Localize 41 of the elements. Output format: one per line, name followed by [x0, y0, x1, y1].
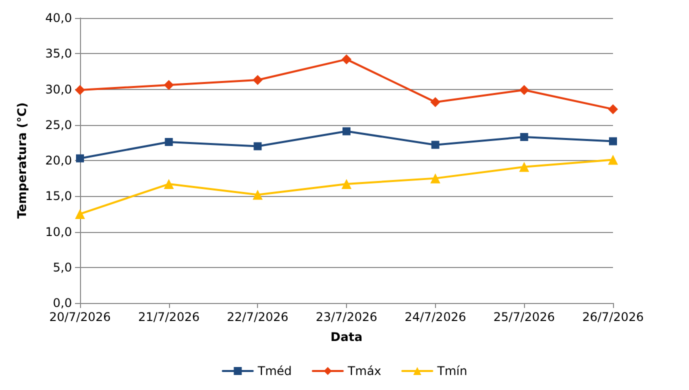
- y-tick-label: 25,0: [45, 118, 72, 132]
- point: [164, 179, 174, 190]
- point: [164, 80, 174, 90]
- point: [608, 104, 618, 114]
- y-tick-label: 15,0: [45, 189, 72, 204]
- point: [342, 179, 352, 190]
- legend-label: Tmáx: [346, 364, 382, 378]
- point: [75, 208, 85, 219]
- point: [254, 142, 262, 150]
- y-tick-label: 20,0: [45, 154, 72, 168]
- x-tick-label: 24/7/2026: [404, 310, 466, 324]
- x-tick-label: 25/7/2026: [493, 310, 555, 324]
- x-tick-label: 26/7/2026: [582, 310, 644, 324]
- point: [164, 138, 173, 146]
- point: [519, 162, 530, 172]
- point: [431, 140, 440, 149]
- point: [519, 84, 530, 95]
- legend-label: Tméd: [256, 364, 292, 378]
- x-tick-label: 21/7/2026: [138, 310, 200, 324]
- point: [520, 132, 528, 141]
- x-axis-title: Data: [330, 330, 362, 344]
- point: [252, 190, 263, 200]
- y-tick-label: 5,0: [52, 260, 72, 274]
- y-tick-label: 40,0: [45, 11, 72, 25]
- y-tick-label: 30,0: [45, 82, 72, 96]
- y-tick-label: 0,0: [52, 296, 72, 310]
- point: [430, 97, 440, 108]
- point: [609, 137, 617, 146]
- legend-label: Tmín: [436, 364, 468, 378]
- point: [608, 154, 618, 165]
- point: [75, 84, 85, 95]
- point: [342, 127, 350, 136]
- x-tick-label: 22/7/2026: [226, 310, 288, 324]
- x-tick-label: 23/7/2026: [316, 310, 378, 324]
- point: [342, 54, 352, 64]
- x-tick-label: 20/7/2026: [49, 310, 111, 324]
- point: [430, 173, 440, 184]
- y-axis-title: Temperatura (°C): [15, 102, 29, 219]
- y-tick-label: 35,0: [45, 46, 72, 61]
- y-tick-label: 10,0: [45, 224, 72, 239]
- point: [252, 74, 263, 85]
